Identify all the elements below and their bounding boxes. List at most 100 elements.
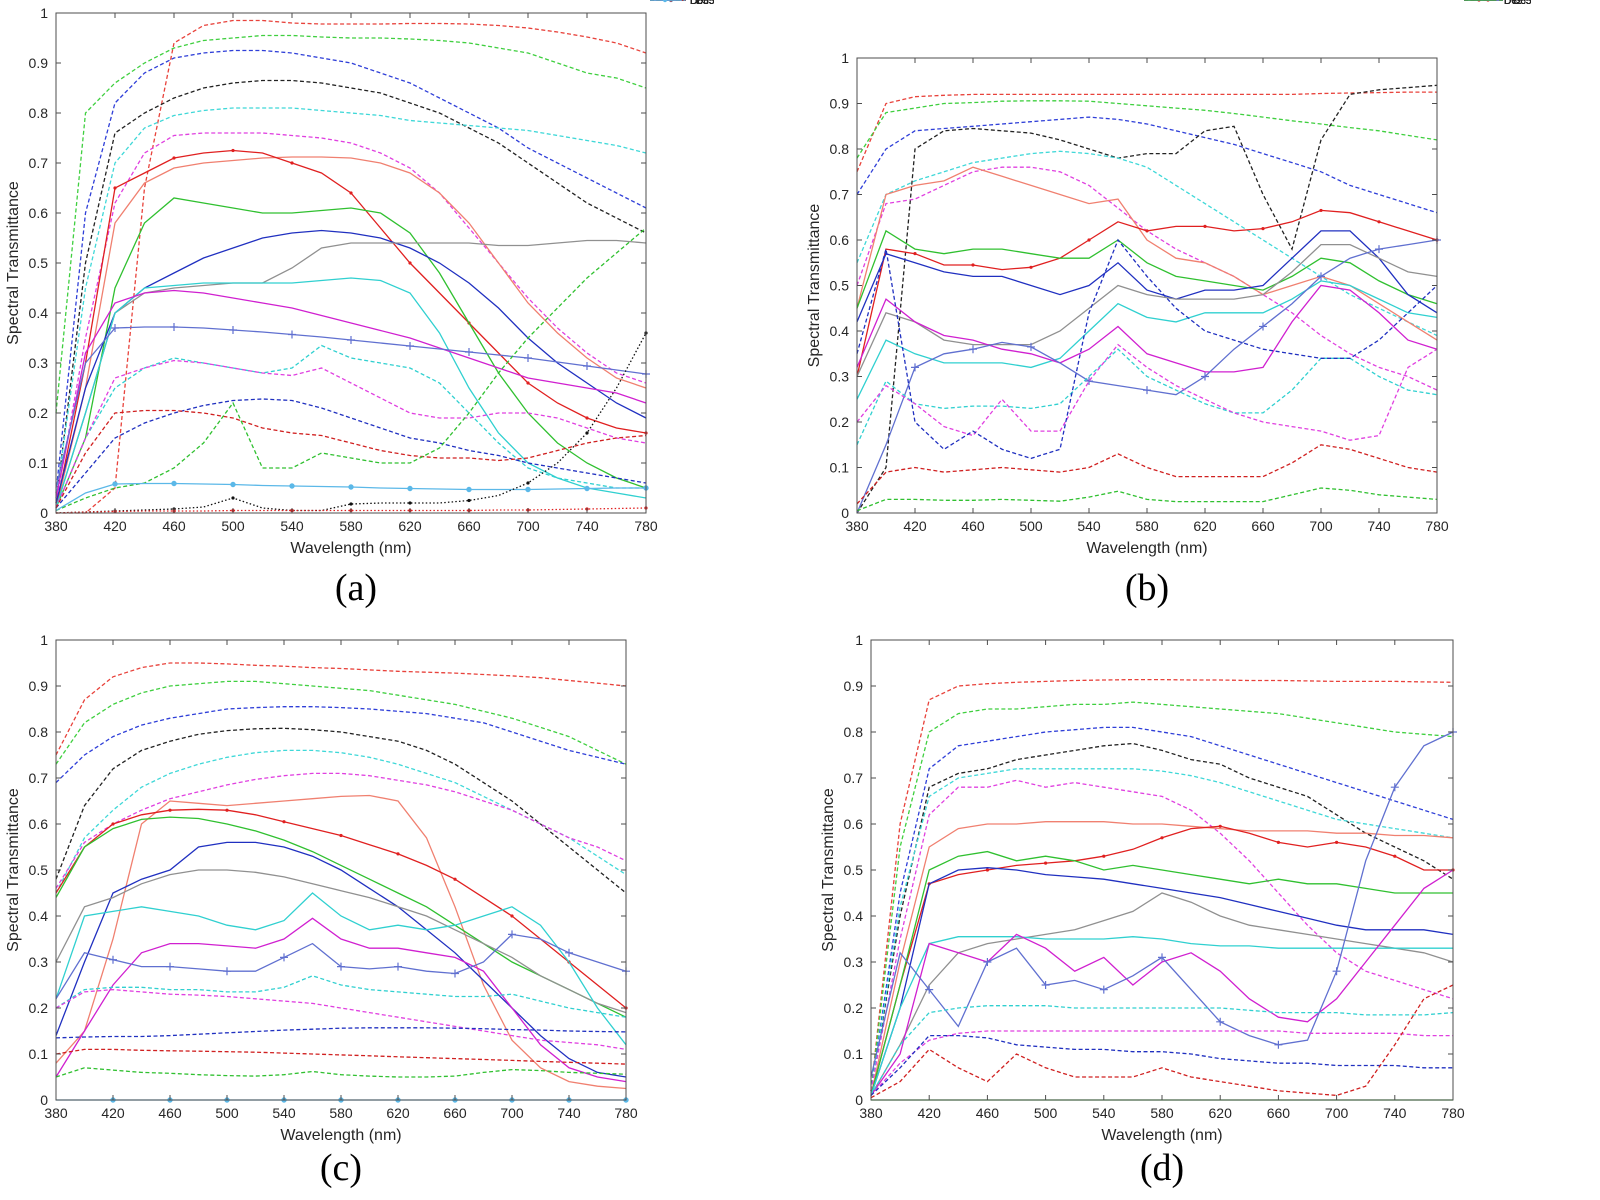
legend-entry-label: τD65 = 0.60 <box>1499 0 1563 7</box>
y-tick-label: 0.4 <box>830 323 850 339</box>
y-tick-label: 0.4 <box>29 908 49 924</box>
series-marker <box>911 363 919 372</box>
series-line <box>55 34 647 414</box>
legend-entry-label: τD65 = 0.76 <box>1499 0 1563 7</box>
x-axis-label: Wavelength (nm) <box>280 1127 401 1144</box>
series-marker <box>111 822 115 826</box>
y-tick-label: 0.6 <box>29 205 49 221</box>
legend-entry-label: τD65 = 0.52 <box>685 0 749 7</box>
x-tick-label: 700 <box>1309 518 1333 534</box>
series-marker <box>280 953 288 962</box>
legend-entry-label: τD65 = 0.91 <box>1499 0 1563 7</box>
series-line <box>55 680 627 765</box>
series-line <box>56 19 647 514</box>
legend-entry-label: τD65 = 0.25 <box>1499 0 1563 7</box>
series-marker <box>1319 208 1323 213</box>
series-marker <box>565 948 573 957</box>
x-tick-label: 460 <box>976 1105 1000 1121</box>
y-tick-label: 0.6 <box>844 816 864 832</box>
legend-entry-label: τD65 = 0.75 <box>685 0 749 7</box>
series-marker <box>969 345 977 354</box>
y-tick-label: 0.7 <box>844 770 864 786</box>
y-tick-label: 1 <box>40 5 48 21</box>
series-line <box>55 359 647 509</box>
y-tick-label: 1 <box>855 632 863 648</box>
series-marker <box>1027 342 1035 351</box>
x-tick-label: 620 <box>386 1105 410 1121</box>
series-line <box>55 227 647 512</box>
y-tick-label: 0.9 <box>29 678 49 694</box>
series-line <box>55 277 647 509</box>
series-marker <box>1335 840 1339 845</box>
series-line <box>870 779 1454 1091</box>
plot-area <box>857 58 1437 513</box>
legend-entry-label: τD65=0.1 <box>691 0 740 7</box>
x-tick-label: 780 <box>1441 1105 1465 1121</box>
legend-entry-label: τD65 = 0.10 <box>1499 0 1563 7</box>
series-line <box>55 975 627 1018</box>
series-marker <box>408 501 412 505</box>
legend-entry-label: τD65=0.65 <box>691 0 747 7</box>
x-tick-label: 540 <box>1092 1105 1116 1121</box>
series-line <box>856 100 1438 159</box>
y-tick-label: 0.2 <box>844 1000 864 1016</box>
y-tick-label: 0 <box>841 505 849 521</box>
legend-entry-label: τD65=0.04 <box>691 0 747 7</box>
series-line <box>856 243 1438 377</box>
x-tick-label: 660 <box>443 1105 467 1121</box>
x-tick-label: 420 <box>903 518 927 534</box>
series-marker <box>339 833 343 838</box>
legend-entry-label: τD65 = 0.40 <box>685 0 749 7</box>
series-marker <box>407 485 413 492</box>
chart-panel-b: 380 420 460 500 540 580 620 660 700 740 780 0 0.1 0.2… <box>806 0 1572 609</box>
x-tick-label: 460 <box>162 518 186 534</box>
y-tick-label: 0.7 <box>29 155 49 171</box>
series-group <box>55 19 650 514</box>
legend-entry-label: τD65 = 0.35 <box>1508 0 1572 7</box>
series-line <box>55 841 627 1078</box>
legend-entry-label: τD65 = 0.70 <box>1508 0 1572 7</box>
legend-entry-label: τD65 = 0.03 <box>1508 0 1572 7</box>
x-tick-label: 740 <box>1367 518 1391 534</box>
series-line <box>856 229 1438 309</box>
series-line <box>55 706 627 784</box>
legend-entry-label: τD65=0.40 <box>691 0 747 7</box>
series-line <box>55 1067 627 1078</box>
legend: τD65 = 0.92τD65 = 0.90τD65 = 0.86τD65 = … <box>1473 0 1572 7</box>
y-tick-label: 0.2 <box>29 1000 49 1016</box>
y-tick-label: 0.5 <box>844 862 864 878</box>
legend-entry-label: τD65 = 0.30 <box>685 0 749 7</box>
series-marker <box>1377 220 1381 224</box>
series-line <box>55 289 647 499</box>
series-line <box>870 892 1454 1096</box>
series-line <box>856 230 1438 323</box>
series-marker <box>396 852 400 856</box>
series-group <box>856 84 1441 514</box>
series-marker <box>925 985 934 994</box>
x-tick-label: 700 <box>1325 1105 1349 1121</box>
legend-entry-label: τD65 = 0.40 <box>1508 0 1572 7</box>
x-tick-label: 660 <box>457 518 481 534</box>
x-tick-label: 420 <box>918 1105 942 1121</box>
legend-entry-label: τD65 = 0.80 <box>685 0 749 7</box>
series-marker <box>508 930 516 939</box>
y-tick-label: 0.9 <box>844 678 864 694</box>
series-line <box>55 398 647 509</box>
legend-entry-label: τD65=0.85 <box>691 0 747 7</box>
legend-entry-label: τD65 = 0.85 <box>685 0 749 7</box>
series-line <box>870 984 1454 1099</box>
x-tick-label: 700 <box>500 1105 524 1121</box>
series-line <box>856 166 1438 341</box>
series-marker <box>983 958 992 966</box>
legend-entry-label: τD65 = 0.20 <box>1499 0 1563 7</box>
series-line <box>55 988 627 1051</box>
legend-entry-label: τD65=0.30 <box>691 0 747 7</box>
series-line <box>55 409 647 509</box>
series-marker <box>526 481 530 485</box>
y-tick-label: 0 <box>40 505 48 521</box>
series-line <box>870 678 1454 1091</box>
series-marker <box>289 483 295 489</box>
series-line <box>55 727 627 894</box>
legend-entry-label: τD65=0.26 <box>691 0 747 7</box>
series-line <box>856 284 1438 373</box>
